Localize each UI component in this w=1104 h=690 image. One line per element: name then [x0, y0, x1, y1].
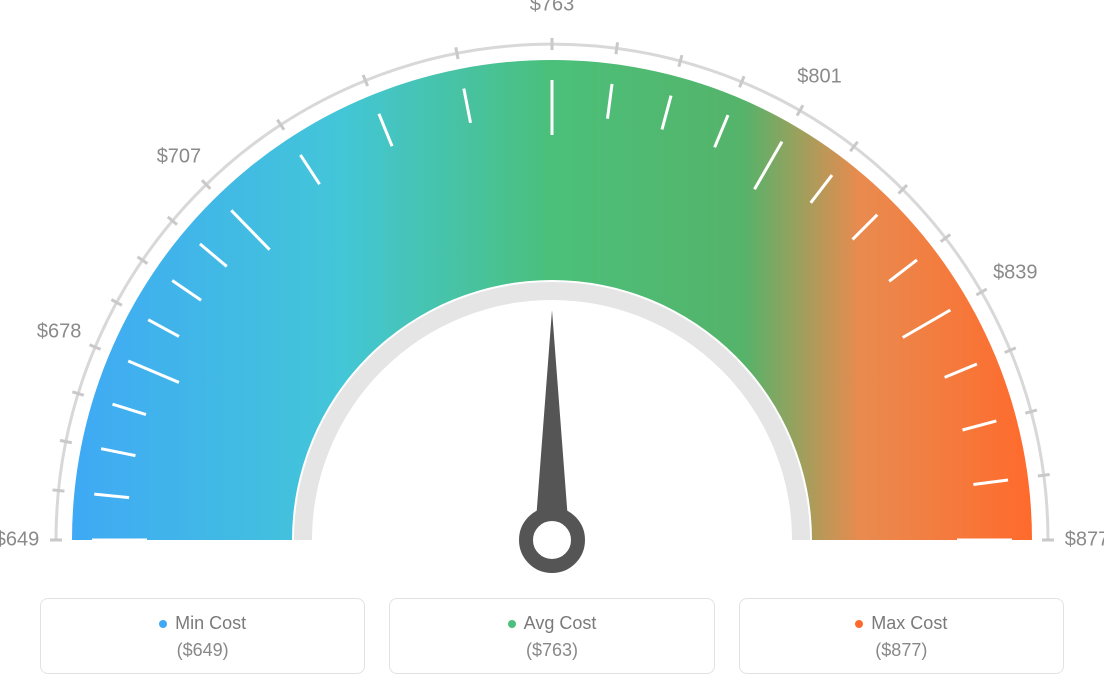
- gauge-tick-label: $763: [530, 0, 575, 17]
- gauge-chart: $649 $678 $707 $763 $801 $839 $877: [0, 0, 1104, 590]
- legend-card-avg: Avg Cost ($763): [389, 598, 714, 674]
- legend-value-min: ($649): [41, 640, 364, 661]
- gauge-tick-label: $801: [797, 65, 842, 88]
- legend-label-avg-text: Avg Cost: [524, 613, 597, 634]
- legend-dot-avg: [508, 620, 516, 628]
- legend-value-max: ($877): [740, 640, 1063, 661]
- legend-label-max: Max Cost: [855, 613, 947, 634]
- legend-label-max-text: Max Cost: [871, 613, 947, 634]
- gauge-tick-label: $707: [157, 145, 202, 168]
- legend-dot-max: [855, 620, 863, 628]
- gauge-svg: [0, 0, 1104, 590]
- legend-dot-min: [159, 620, 167, 628]
- legend-row: Min Cost ($649) Avg Cost ($763) Max Cost…: [0, 598, 1104, 674]
- gauge-tick-label: $877: [1065, 529, 1104, 552]
- legend-value-avg: ($763): [390, 640, 713, 661]
- legend-label-min: Min Cost: [159, 613, 246, 634]
- legend-label-min-text: Min Cost: [175, 613, 246, 634]
- gauge-tick-label: $839: [993, 261, 1038, 284]
- legend-label-avg: Avg Cost: [508, 613, 597, 634]
- cost-gauge-widget: $649 $678 $707 $763 $801 $839 $877 Min Cost ($…: [0, 0, 1104, 690]
- legend-card-max: Max Cost ($877): [739, 598, 1064, 674]
- gauge-tick-label: $678: [37, 320, 82, 343]
- gauge-tick-label: $649: [0, 529, 39, 552]
- legend-card-min: Min Cost ($649): [40, 598, 365, 674]
